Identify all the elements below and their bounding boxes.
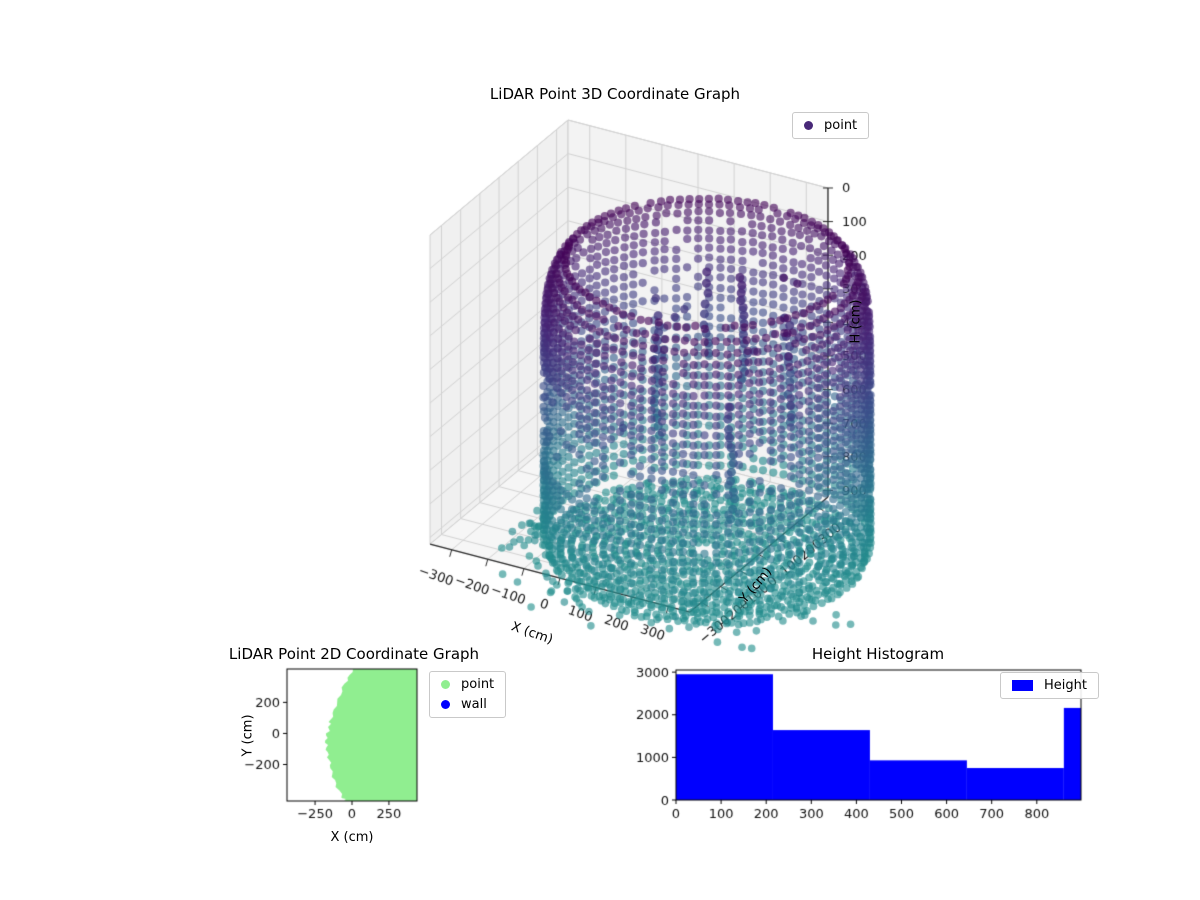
legend-entry-point: point [441, 677, 494, 692]
height-marker-icon [1012, 680, 1033, 691]
plot3d-zlabel: H (cm) [848, 299, 864, 344]
plot3d-canvas [400, 95, 900, 675]
plot2d-ylabel: Y (cm) [240, 714, 256, 757]
legend-label: wall [461, 697, 487, 712]
legend-entry-wall: wall [441, 697, 494, 712]
plot2d-xlabel: X (cm) [330, 830, 374, 845]
legend-entry-point: point [804, 118, 857, 133]
plot2d-legend: point wall [429, 671, 507, 718]
legend-label: Height [1044, 678, 1087, 693]
legend-label: point [461, 677, 495, 692]
point-marker-icon [441, 680, 450, 689]
histogram-legend: Height [1000, 672, 1099, 699]
legend-label: point [824, 118, 858, 133]
point-marker-icon [804, 121, 813, 130]
plot2d-canvas [235, 658, 435, 858]
plot3d-legend: point [792, 112, 870, 139]
legend-entry-height: Height [1012, 678, 1087, 693]
wall-marker-icon [441, 700, 450, 709]
